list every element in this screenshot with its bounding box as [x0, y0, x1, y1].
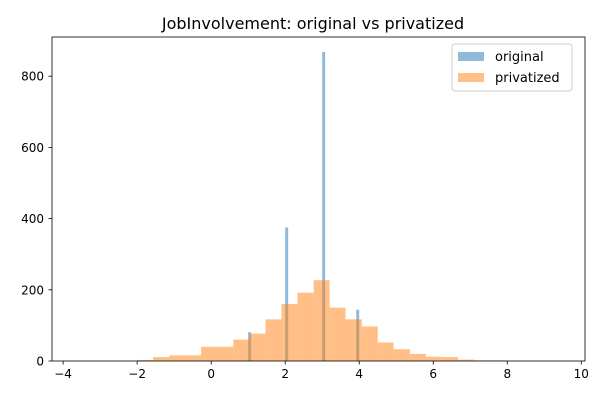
- bar-privatized-3: [185, 355, 202, 361]
- bar-privatized-20: [458, 359, 474, 361]
- x-tick-label: −4: [54, 367, 72, 381]
- bar-privatized-9: [281, 304, 298, 361]
- bar-privatized-6: [233, 339, 250, 361]
- legend-swatch-original: [458, 52, 484, 61]
- bar-privatized-1: [153, 357, 170, 361]
- bar-privatized-7: [249, 333, 266, 361]
- y-tick-label: 800: [21, 70, 44, 84]
- x-tick-label: 2: [281, 367, 289, 381]
- bar-privatized-15: [377, 342, 394, 361]
- y-tick-label: 600: [21, 141, 44, 155]
- axes: −4 −2 0 2 4 6 8 10 0 200 400 600 800: [21, 36, 589, 381]
- y-tick-label: 400: [21, 212, 44, 226]
- legend-label-privatized: privatized: [495, 71, 560, 86]
- bar-privatized-14: [361, 326, 378, 361]
- bar-privatized-2: [169, 355, 186, 361]
- y-tick-label: 0: [36, 355, 44, 369]
- x-tick-label: 0: [207, 367, 215, 381]
- legend-swatch-privatized: [458, 73, 484, 82]
- bar-privatized-11: [313, 280, 330, 361]
- x-tick-label: −2: [128, 367, 146, 381]
- bar-original-2: [322, 51, 326, 361]
- legend: original privatized: [451, 43, 573, 92]
- x-tick-label: 8: [503, 367, 511, 381]
- bar-privatized-10: [297, 292, 314, 361]
- bar-privatized-12: [329, 307, 346, 361]
- bar-privatized-13: [345, 319, 362, 361]
- chart-title: JobInvolvement: original vs privatized: [161, 14, 464, 33]
- axes-frame: [51, 36, 586, 362]
- x-tick-label: 6: [429, 367, 437, 381]
- bar-privatized-8: [265, 319, 282, 361]
- legend-label-original: original: [495, 50, 544, 65]
- bar-privatized-16: [393, 349, 410, 361]
- bar-privatized-17: [409, 353, 426, 361]
- x-tick-label: 4: [355, 367, 363, 381]
- bar-original-1: [285, 227, 289, 361]
- bar-privatized-4: [201, 346, 218, 361]
- bar-privatized-0: [137, 359, 154, 361]
- y-tick-label: 200: [21, 283, 44, 297]
- bar-privatized-5: [217, 346, 234, 361]
- bar-privatized-19: [441, 357, 459, 361]
- plot-area: [137, 51, 507, 361]
- bar-privatized-18: [425, 356, 442, 361]
- x-tick-label: 10: [574, 367, 589, 381]
